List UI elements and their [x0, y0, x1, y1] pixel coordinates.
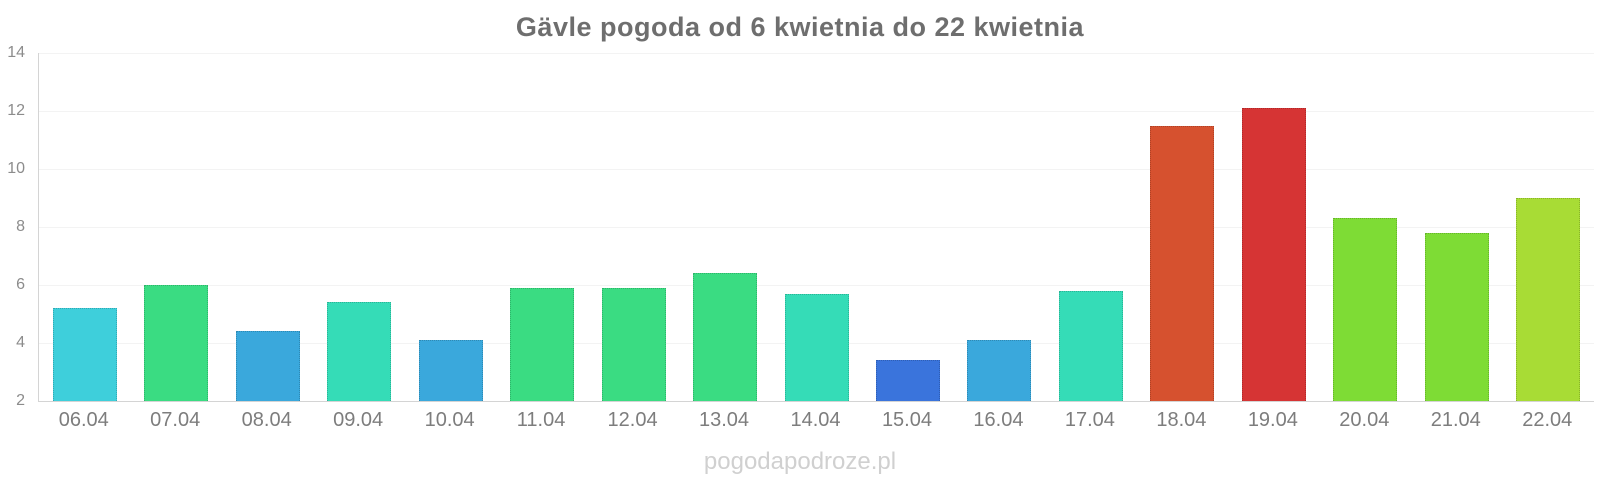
- y-axis-label: 2: [16, 392, 25, 409]
- y-axis: 2 4 6 8 10 12 14: [0, 44, 31, 409]
- bar[interactable]: [1150, 125, 1215, 401]
- x-axis-label: 19.04: [1247, 409, 1298, 431]
- x-axis-label: 07.04: [150, 409, 201, 431]
- gridline: [39, 53, 1594, 54]
- y-axis-label: 4: [16, 334, 25, 351]
- x-axis-label: 16.04: [973, 409, 1024, 431]
- y-axis-label: 8: [16, 218, 25, 235]
- x-axis-label: 06.04: [58, 409, 109, 431]
- bar[interactable]: [1424, 232, 1489, 401]
- gridline: [39, 285, 1594, 286]
- bar[interactable]: [784, 293, 849, 401]
- y-axis-label: 10: [7, 160, 25, 177]
- x-axis-label: 10.04: [424, 409, 475, 431]
- x-axis-label: 17.04: [1064, 409, 1115, 431]
- x-axis-label: 09.04: [333, 409, 384, 431]
- y-axis-label: 6: [16, 276, 25, 293]
- bar[interactable]: [601, 287, 666, 401]
- x-axis-label: 18.04: [1156, 409, 1207, 431]
- gridline: [39, 227, 1594, 228]
- bar[interactable]: [235, 331, 300, 401]
- gridline: [39, 169, 1594, 170]
- x-axis-label: 12.04: [607, 409, 658, 431]
- bar[interactable]: [693, 273, 758, 401]
- x-axis-label: 11.04: [516, 409, 566, 431]
- bar[interactable]: [1058, 290, 1123, 401]
- bar[interactable]: [418, 340, 483, 401]
- bar[interactable]: [144, 285, 209, 401]
- x-axis-label: 08.04: [241, 409, 292, 431]
- bar[interactable]: [967, 340, 1032, 401]
- x-axis-label: 21.04: [1430, 409, 1481, 431]
- x-axis-label: 14.04: [790, 409, 841, 431]
- y-axis-label: 14: [7, 44, 25, 61]
- x-axis-label: 20.04: [1339, 409, 1390, 431]
- chart-title: Gävle pogoda od 6 kwietnia do 22 kwietni…: [515, 12, 1085, 42]
- x-axis: 06.04 07.04 08.04 09.04 10.04 11.04 12.04 13.04…: [38, 409, 1593, 433]
- x-axis-label: 13.04: [698, 409, 750, 431]
- x-axis-label: 22.04: [1522, 409, 1573, 431]
- gridline: [39, 111, 1594, 112]
- plot-area: [38, 53, 1594, 402]
- bar[interactable]: [1241, 108, 1306, 401]
- bar[interactable]: [875, 360, 940, 401]
- bar[interactable]: [52, 308, 117, 401]
- bar[interactable]: [327, 302, 392, 401]
- bar[interactable]: [510, 287, 575, 401]
- bar[interactable]: [1333, 218, 1398, 401]
- bar[interactable]: [1516, 198, 1581, 401]
- x-axis-label: 15.04: [881, 409, 932, 431]
- y-axis-label: 12: [7, 102, 25, 119]
- watermark: pogodapodroze.pl: [703, 448, 897, 475]
